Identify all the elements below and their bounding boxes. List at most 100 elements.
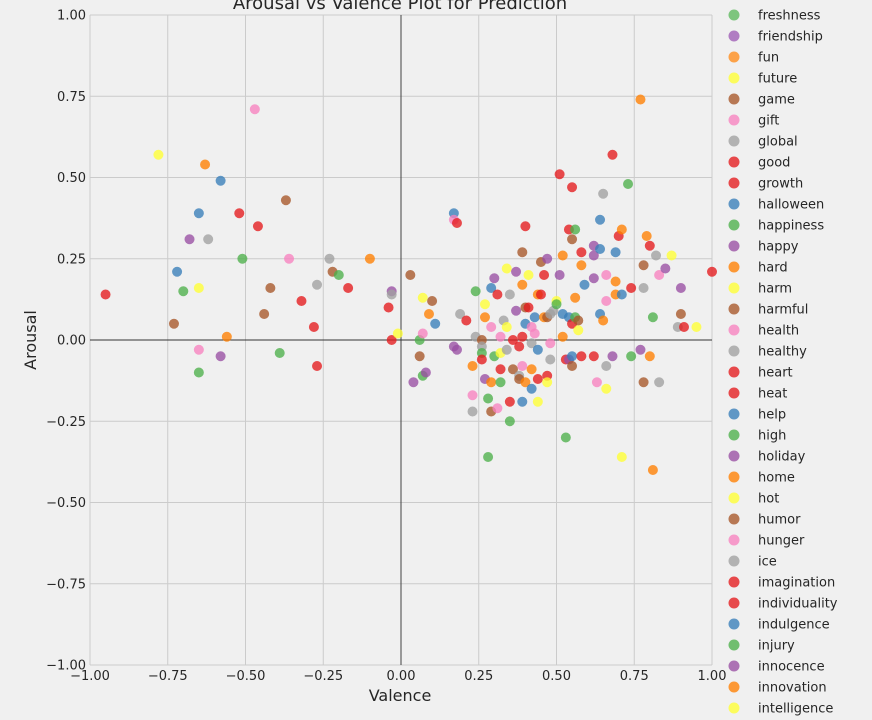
data-point [479, 299, 490, 310]
data-point [501, 344, 512, 355]
data-point [172, 266, 183, 277]
data-point [252, 221, 263, 232]
data-point [601, 361, 612, 371]
data-point [489, 273, 500, 284]
data-point [507, 335, 518, 345]
legend-marker [728, 429, 740, 441]
data-point [623, 179, 634, 189]
legend-marker [728, 30, 740, 42]
data-point [526, 383, 537, 394]
legend-label: game [758, 93, 795, 108]
data-point [644, 240, 655, 251]
data-point [601, 270, 612, 280]
data-point [501, 322, 512, 332]
x-tick-label: 0.75 [620, 669, 649, 684]
data-point [542, 377, 553, 388]
data-point [184, 234, 195, 245]
data-point [215, 175, 226, 186]
legend-label: harmful [758, 303, 808, 318]
legend-label: health [758, 324, 799, 339]
data-point [312, 361, 323, 371]
legend-label: future [758, 72, 797, 87]
data-points [100, 94, 717, 475]
legend-label: happy [758, 240, 799, 255]
data-point [479, 312, 490, 323]
data-point [616, 224, 627, 235]
data-point [308, 322, 319, 332]
data-point [532, 344, 543, 355]
legend-marker [728, 303, 740, 315]
data-point [492, 289, 503, 300]
legend-marker [728, 240, 740, 252]
legend: freshness friendship fun future game gift glob… [728, 9, 838, 717]
legend-marker [728, 219, 740, 231]
data-point [638, 260, 649, 271]
data-point [414, 351, 425, 362]
legend-marker [728, 261, 740, 273]
data-point [573, 315, 584, 326]
y-tick-label: 0.50 [57, 171, 86, 186]
data-point [100, 289, 111, 300]
data-point [495, 331, 506, 342]
x-tick-label: 0.00 [387, 669, 416, 684]
data-point [588, 250, 599, 261]
data-point [517, 279, 528, 290]
data-point [200, 159, 211, 170]
legend-label: good [758, 156, 790, 171]
data-point [679, 322, 690, 332]
legend-label: home [758, 471, 795, 486]
data-point [193, 283, 204, 293]
data-point [495, 377, 506, 388]
legend-label: halloween [758, 198, 824, 213]
data-point [635, 344, 646, 355]
data-point [610, 276, 621, 287]
data-point [215, 351, 226, 362]
data-point [529, 312, 540, 323]
legend-marker [728, 597, 740, 609]
data-point [504, 289, 515, 300]
legend-label: hot [758, 492, 779, 507]
data-point [570, 292, 581, 303]
legend-marker [728, 9, 740, 21]
data-point [427, 296, 438, 306]
data-point [532, 396, 543, 407]
legend-label: help [758, 408, 786, 423]
data-point [573, 325, 584, 336]
legend-marker [728, 198, 740, 210]
legend-label: freshness [758, 9, 821, 24]
legend-label: innocence [758, 660, 825, 675]
x-tick-label: 1.00 [698, 669, 727, 684]
data-point [423, 309, 434, 319]
data-point [644, 351, 655, 362]
data-point [567, 351, 578, 362]
y-tick-label: 0.25 [57, 252, 86, 267]
legend-marker [728, 366, 740, 378]
legend-label: individuality [758, 597, 838, 612]
data-point [259, 309, 270, 319]
data-point [514, 341, 525, 352]
data-point [576, 247, 587, 258]
data-point [647, 312, 658, 323]
data-point [193, 208, 204, 219]
data-point [638, 283, 649, 293]
data-point [588, 351, 599, 362]
data-point [467, 390, 478, 401]
data-point [595, 214, 606, 225]
data-point [237, 253, 248, 264]
y-tick-label: 0.75 [57, 90, 86, 105]
legend-marker [728, 408, 740, 420]
y-axis-label: Arousal [21, 310, 40, 370]
data-point [579, 279, 590, 290]
legend-marker [728, 471, 740, 483]
data-point [660, 263, 671, 274]
legend-marker [728, 660, 740, 672]
data-point [203, 234, 214, 245]
data-point [386, 335, 397, 345]
data-point [492, 403, 503, 414]
legend-label: indulgence [758, 618, 830, 633]
legend-marker [728, 492, 740, 504]
legend-label: injury [758, 639, 795, 654]
data-point [430, 318, 441, 329]
data-point [616, 289, 627, 300]
data-point [517, 396, 528, 407]
